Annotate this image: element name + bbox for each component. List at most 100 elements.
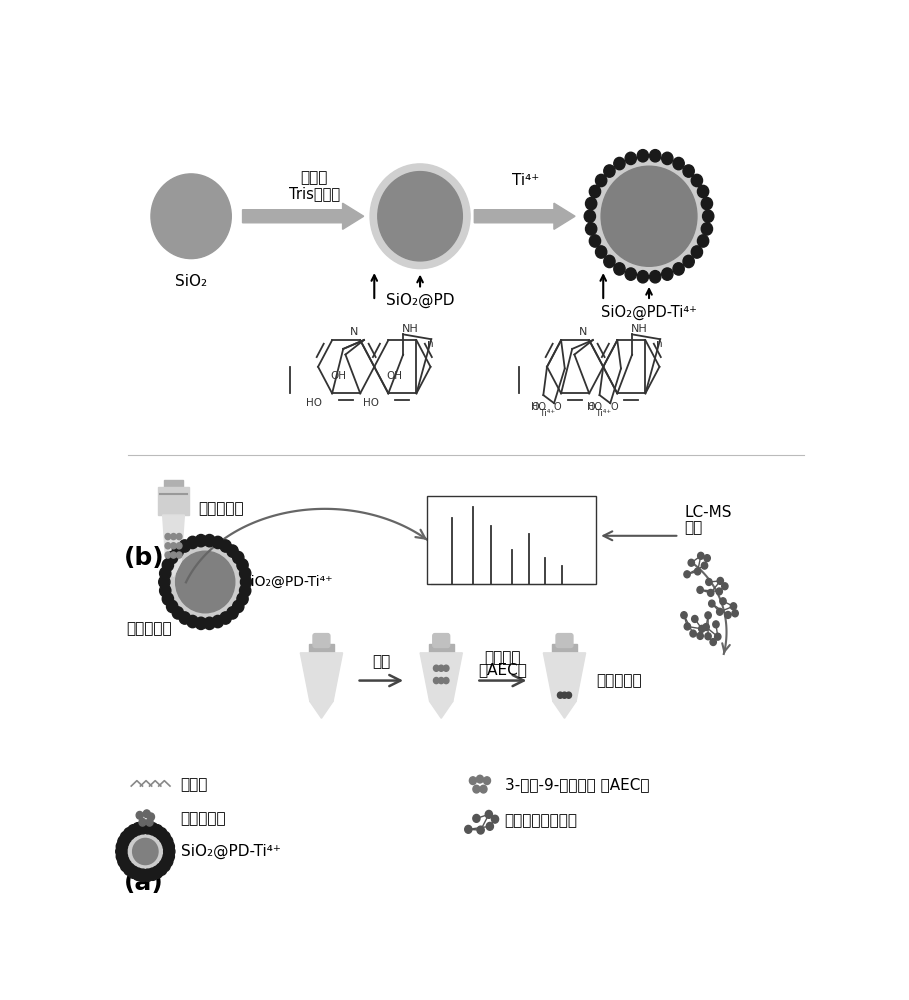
Ellipse shape bbox=[175, 551, 235, 613]
Circle shape bbox=[237, 559, 248, 571]
Circle shape bbox=[704, 633, 711, 640]
Circle shape bbox=[683, 255, 694, 268]
Circle shape bbox=[595, 246, 607, 258]
Circle shape bbox=[697, 185, 709, 198]
Polygon shape bbox=[309, 644, 335, 653]
Circle shape bbox=[233, 600, 244, 613]
Circle shape bbox=[625, 268, 636, 280]
Circle shape bbox=[164, 845, 175, 858]
Ellipse shape bbox=[151, 174, 231, 259]
Circle shape bbox=[220, 612, 231, 624]
Circle shape bbox=[163, 850, 175, 863]
Circle shape bbox=[171, 543, 176, 549]
Circle shape bbox=[142, 869, 154, 881]
Circle shape bbox=[179, 612, 190, 624]
Circle shape bbox=[116, 840, 127, 853]
Circle shape bbox=[709, 600, 715, 607]
Text: HO: HO bbox=[363, 398, 378, 408]
Circle shape bbox=[681, 612, 687, 619]
Circle shape bbox=[120, 831, 132, 844]
Circle shape bbox=[146, 818, 153, 826]
Text: 磷酸糖: 磷酸糖 bbox=[181, 777, 208, 792]
Circle shape bbox=[697, 586, 704, 593]
Circle shape bbox=[155, 828, 167, 840]
Circle shape bbox=[179, 540, 190, 552]
Text: 其他代谢物: 其他代谢物 bbox=[181, 811, 226, 826]
Circle shape bbox=[637, 150, 648, 162]
Circle shape bbox=[187, 536, 198, 549]
Circle shape bbox=[162, 559, 174, 571]
Circle shape bbox=[118, 836, 129, 848]
Circle shape bbox=[171, 552, 176, 558]
Circle shape bbox=[701, 223, 713, 235]
Circle shape bbox=[704, 555, 710, 562]
Circle shape bbox=[589, 235, 601, 247]
Circle shape bbox=[227, 607, 238, 619]
Circle shape bbox=[176, 533, 182, 540]
Circle shape bbox=[147, 813, 155, 821]
Circle shape bbox=[165, 543, 171, 549]
Polygon shape bbox=[300, 653, 343, 701]
Circle shape bbox=[473, 785, 480, 793]
Circle shape bbox=[160, 567, 171, 580]
Circle shape bbox=[732, 610, 738, 617]
Circle shape bbox=[165, 552, 171, 558]
Polygon shape bbox=[428, 644, 454, 653]
FancyBboxPatch shape bbox=[556, 634, 573, 647]
Circle shape bbox=[705, 579, 712, 585]
Polygon shape bbox=[420, 653, 463, 701]
Circle shape bbox=[595, 174, 607, 187]
Text: N: N bbox=[350, 327, 358, 337]
Ellipse shape bbox=[133, 838, 158, 865]
Text: SiO₂@PD-Ti⁴⁺: SiO₂@PD-Ti⁴⁺ bbox=[181, 844, 280, 859]
FancyArrow shape bbox=[243, 203, 364, 229]
Text: HO: HO bbox=[531, 402, 545, 412]
Circle shape bbox=[162, 836, 173, 848]
Circle shape bbox=[703, 624, 709, 631]
Circle shape bbox=[694, 568, 701, 575]
FancyArrow shape bbox=[474, 203, 575, 229]
Ellipse shape bbox=[165, 542, 245, 622]
Text: 多巴胺: 多巴胺 bbox=[301, 170, 328, 185]
Circle shape bbox=[584, 210, 595, 222]
Circle shape bbox=[133, 868, 144, 880]
Text: 富集磷酸糖: 富集磷酸糖 bbox=[126, 621, 172, 636]
Circle shape bbox=[212, 536, 224, 549]
Circle shape bbox=[688, 559, 694, 566]
Circle shape bbox=[690, 630, 696, 637]
Circle shape bbox=[707, 589, 714, 596]
Circle shape bbox=[139, 818, 146, 826]
Circle shape bbox=[204, 534, 215, 547]
Ellipse shape bbox=[123, 829, 168, 874]
Circle shape bbox=[118, 855, 129, 867]
Polygon shape bbox=[158, 487, 189, 515]
Circle shape bbox=[136, 811, 144, 819]
Circle shape bbox=[625, 152, 636, 165]
Circle shape bbox=[614, 157, 625, 170]
Circle shape bbox=[124, 863, 135, 875]
FancyBboxPatch shape bbox=[433, 634, 450, 647]
Circle shape bbox=[730, 603, 736, 610]
Circle shape bbox=[144, 810, 150, 818]
Circle shape bbox=[240, 567, 251, 580]
Circle shape bbox=[691, 174, 703, 187]
Circle shape bbox=[585, 223, 597, 235]
Circle shape bbox=[195, 534, 206, 547]
Circle shape bbox=[673, 157, 684, 170]
Circle shape bbox=[486, 822, 494, 830]
Text: 分析: 分析 bbox=[684, 521, 703, 536]
Text: HO: HO bbox=[306, 398, 323, 408]
Circle shape bbox=[566, 692, 572, 698]
Circle shape bbox=[713, 621, 719, 628]
Text: n: n bbox=[427, 339, 434, 349]
Circle shape bbox=[702, 562, 708, 569]
Circle shape bbox=[717, 577, 724, 584]
Circle shape bbox=[137, 869, 148, 881]
Circle shape bbox=[720, 598, 726, 605]
Circle shape bbox=[444, 677, 449, 684]
Circle shape bbox=[589, 185, 601, 198]
Circle shape bbox=[585, 197, 597, 210]
Circle shape bbox=[127, 825, 139, 837]
Circle shape bbox=[703, 210, 714, 222]
FancyBboxPatch shape bbox=[313, 634, 330, 647]
